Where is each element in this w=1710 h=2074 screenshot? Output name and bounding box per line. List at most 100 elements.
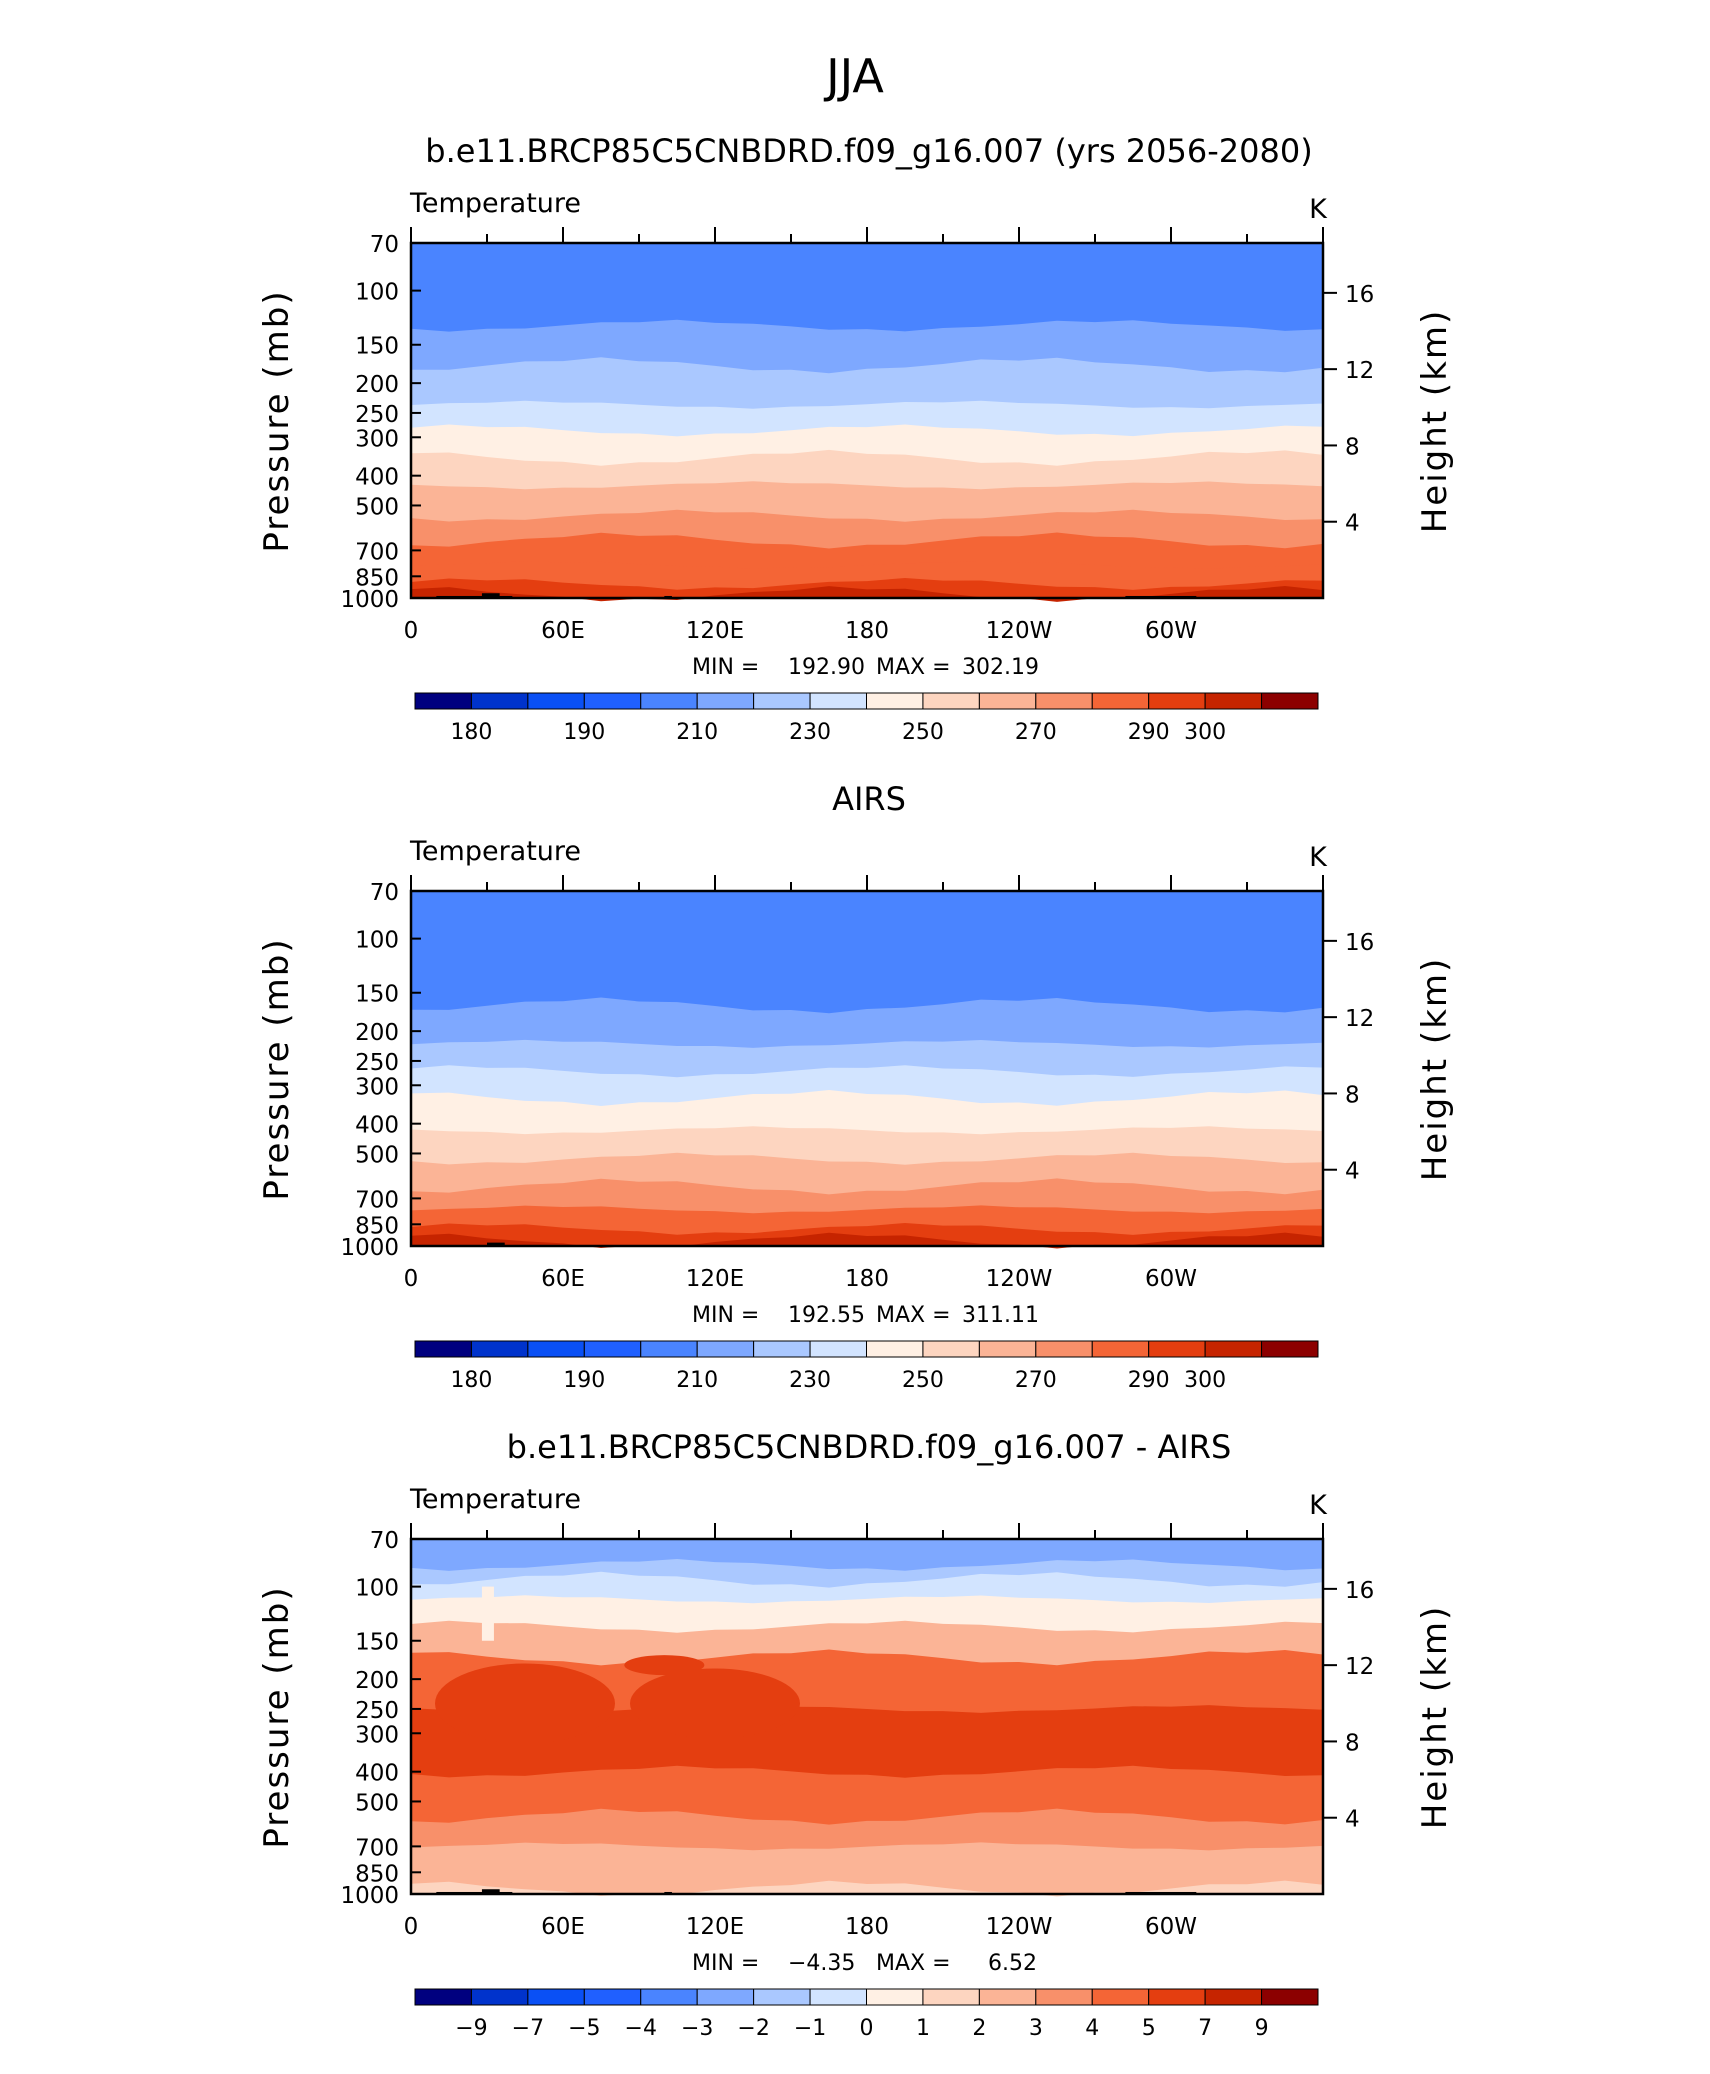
panel-1: b.e11.BRCP85C5CNBDRD.f09_g16.007 (yrs 20…	[257, 132, 1455, 745]
colorbar-label: −2	[737, 2016, 769, 2041]
lon-tick-label: 180	[845, 618, 889, 644]
colorbar-swatch	[978, 1340, 1037, 1358]
lon-tick-label: 0	[404, 1266, 419, 1292]
heatmap-band	[411, 586, 1323, 602]
colorbar-swatch	[527, 1340, 585, 1358]
pressure-tick-label: 850	[355, 1213, 399, 1239]
colorbar-label: 290	[1128, 720, 1170, 745]
pressure-tick-label: 700	[355, 1187, 399, 1213]
colorbar-label: 230	[789, 1368, 831, 1393]
height-tick-label: 4	[1345, 511, 1360, 537]
height-tick-label: 8	[1345, 434, 1360, 460]
heatmap-blob	[481, 1586, 494, 1641]
colorbar: −9 −7 −5 −4 −3 −2 −1 0 1 2 3 4 5 7 9	[414, 1988, 1319, 2041]
height-axis: 16 12 8 4	[1323, 282, 1374, 537]
colorbar-label: 5	[1142, 2016, 1156, 2041]
max-value: 311.11	[962, 1303, 1039, 1328]
heatmap-band	[411, 578, 1323, 598]
heatmap-band	[411, 1232, 1323, 1249]
colorbar-swatch	[978, 692, 1037, 710]
colorbar-label: −3	[681, 2016, 713, 2041]
colorbar-label: 250	[902, 720, 944, 745]
colorbar-swatch	[922, 1988, 980, 2006]
colorbar-swatch	[1261, 1988, 1319, 2006]
colorbar-label: −1	[794, 2016, 826, 2041]
pressure-tick-label: 850	[355, 565, 399, 591]
colorbar-label: 230	[789, 720, 831, 745]
pressure-tick-label: 400	[355, 465, 399, 491]
pressure-tick-label: 200	[355, 372, 399, 398]
pressure-tick-label: 500	[355, 494, 399, 520]
colorbar-swatch	[470, 692, 529, 710]
colorbar-swatch	[1261, 692, 1319, 710]
colorbar-label: 210	[676, 720, 718, 745]
colorbar-label: 250	[902, 1368, 944, 1393]
colorbar-swatch	[1091, 1988, 1150, 2006]
colorbar-swatch	[1091, 1340, 1150, 1358]
lon-tick-label: 120W	[986, 1266, 1053, 1292]
colorbar-swatch	[753, 692, 811, 710]
colorbar-label: −4	[625, 2016, 657, 2041]
colorbar-label: 9	[1255, 2016, 1269, 2041]
terrain-block	[481, 1889, 500, 1894]
pressure-tick-label: 250	[355, 1050, 399, 1076]
colorbar-label: 7	[1198, 2016, 1212, 2041]
colorbar: 180 190 210 230 250 270 290 300	[414, 1340, 1319, 1393]
terrain-block	[487, 1242, 505, 1246]
min-value: −4.35	[788, 1951, 855, 1976]
heatmap-band	[411, 1223, 1323, 1246]
height-tick-label: 12	[1345, 358, 1374, 384]
height-tick-label: 4	[1345, 1159, 1360, 1185]
variable-label: Temperature	[409, 836, 581, 867]
pressure-tick-label: 70	[370, 232, 399, 258]
max-value: 6.52	[988, 1951, 1037, 1976]
colorbar-label: 180	[450, 1368, 492, 1393]
heatmap-area	[411, 1539, 1323, 1897]
colorbar-swatch	[583, 1340, 642, 1358]
colorbar-swatch	[640, 1340, 698, 1358]
colorbar-swatch	[470, 1988, 529, 2006]
pressure-tick-label: 300	[355, 1722, 399, 1748]
min-label: MIN =	[692, 1303, 759, 1328]
pressure-tick-label: 300	[355, 426, 399, 452]
colorbar-swatch	[414, 1340, 472, 1358]
colorbar-swatch	[1035, 692, 1093, 710]
height-tick-label: 4	[1345, 1807, 1360, 1833]
colorbar-swatch	[414, 692, 472, 710]
colorbar-label: 4	[1085, 2016, 1099, 2041]
colorbar-swatch	[414, 1988, 472, 2006]
pressure-tick-label: 1000	[340, 1235, 399, 1261]
terrain	[487, 1242, 505, 1246]
lon-tick-label: 120E	[686, 618, 744, 644]
colorbar-label: 210	[676, 1368, 718, 1393]
colorbar-swatch	[866, 1988, 924, 2006]
terrain-block	[481, 593, 500, 598]
pressure-tick-label: 400	[355, 1761, 399, 1787]
pressure-tick-label: 70	[370, 880, 399, 906]
lon-tick-label: 60W	[1145, 1914, 1197, 1940]
longitude-axis: 0 60E 120E 180 120W 60W	[404, 1523, 1324, 1940]
colorbar-swatch	[640, 692, 698, 710]
y2-axis-label: Height (km)	[1415, 309, 1455, 534]
colorbar-swatch	[470, 1340, 529, 1358]
pressure-tick-label: 150	[355, 1630, 399, 1656]
colorbar-label: −5	[568, 2016, 600, 2041]
height-tick-label: 16	[1345, 282, 1374, 308]
heatmap-band	[411, 1867, 1323, 1894]
pressure-tick-label: 100	[355, 280, 399, 306]
colorbar-swatch	[1204, 1988, 1263, 2006]
lon-tick-label: 60E	[541, 618, 585, 644]
height-axis: 16 12 8 4	[1323, 930, 1374, 1185]
height-axis: 16 12 8 4	[1323, 1578, 1374, 1833]
min-value: 192.90	[788, 655, 865, 680]
colorbar-swatch	[696, 692, 755, 710]
lon-tick-label: 60W	[1145, 1266, 1197, 1292]
colorbar-label: 300	[1184, 720, 1226, 745]
colorbar-swatch	[922, 692, 980, 710]
colorbar-label: 3	[1029, 2016, 1043, 2041]
pressure-tick-label: 700	[355, 539, 399, 565]
lon-tick-label: 60W	[1145, 618, 1197, 644]
max-label: MAX =	[876, 655, 951, 680]
colorbar-swatch	[1204, 692, 1263, 710]
